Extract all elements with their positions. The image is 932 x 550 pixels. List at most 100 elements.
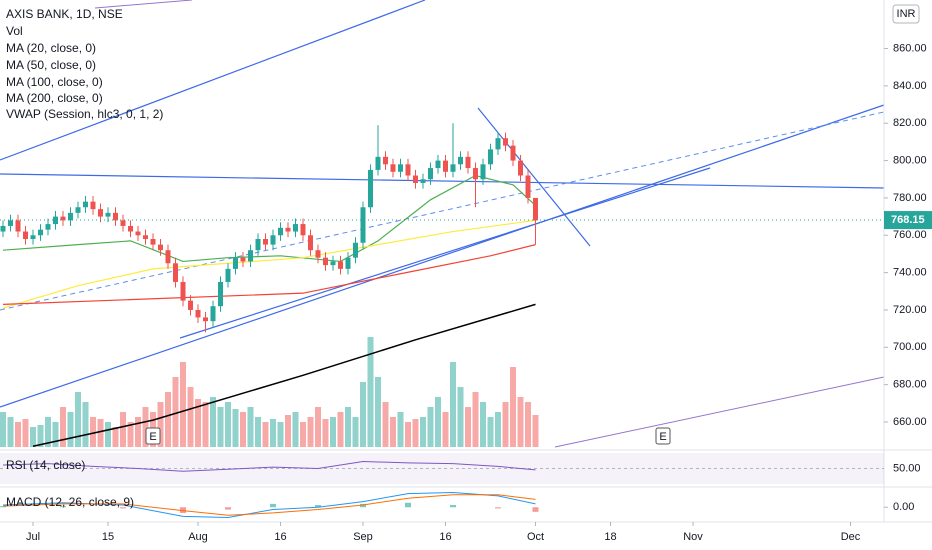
macd-histogram xyxy=(495,507,501,509)
volume-bar xyxy=(480,402,486,447)
y-tick-label: 680.00 xyxy=(893,379,927,391)
volume-bar xyxy=(195,399,201,447)
volume-bar xyxy=(217,407,224,447)
volume-bar xyxy=(187,387,194,447)
volume-bar xyxy=(90,417,96,447)
earnings-marker xyxy=(655,427,671,445)
legend: AXIS BANK, 1D, NSE Vol MA (20, close, 0)… xyxy=(6,4,920,509)
volume-bar xyxy=(495,412,501,447)
volume-bar xyxy=(97,419,104,447)
volume-bar xyxy=(397,412,404,447)
candle-body xyxy=(330,261,336,266)
trend-line xyxy=(0,0,426,161)
candle-body xyxy=(45,224,51,230)
volume-bar xyxy=(135,417,141,447)
volume-bar xyxy=(165,392,171,447)
macd-histogram xyxy=(360,503,366,508)
x-tick-label: 16 xyxy=(439,531,451,543)
candle-body xyxy=(525,175,531,198)
candle-body xyxy=(398,164,403,172)
volume-bar xyxy=(22,419,29,447)
volume-bar xyxy=(345,407,351,447)
rsi-line xyxy=(2,460,536,472)
candle-body xyxy=(210,306,216,322)
candle-body xyxy=(510,145,516,161)
candle-body xyxy=(53,216,58,225)
y-tick-label: 720.00 xyxy=(893,304,927,316)
x-tick-label: Sep xyxy=(353,531,373,543)
volume-bar xyxy=(105,422,111,447)
candle-body xyxy=(218,281,223,307)
volume-bar xyxy=(225,402,231,447)
candle-body xyxy=(188,300,193,310)
volume-bar xyxy=(262,422,269,447)
candle-body xyxy=(368,169,373,208)
y-tick-label: 50.00 xyxy=(893,462,921,474)
volume-bar xyxy=(0,412,6,447)
candle-body xyxy=(263,239,268,245)
candle-body xyxy=(240,257,246,262)
y-tick-label: 820.00 xyxy=(893,117,927,129)
earnings-marker xyxy=(145,427,161,445)
y-tick-label: 840.00 xyxy=(893,80,927,92)
candle-body xyxy=(533,197,538,221)
volume-bar xyxy=(337,412,344,447)
volume-bar xyxy=(420,417,426,447)
volume-bar xyxy=(30,427,36,447)
y-tick-label: 780.00 xyxy=(893,192,927,204)
candle-body xyxy=(323,257,328,266)
y-tick-label: 660.00 xyxy=(893,416,927,428)
volume-bar xyxy=(247,407,254,447)
candle-body xyxy=(495,138,501,150)
x-tick-label: 16 xyxy=(274,531,286,543)
candle-body xyxy=(173,263,178,282)
currency-badge[interactable] xyxy=(892,4,920,24)
legend-entry: RSI (14, close) xyxy=(6,458,85,472)
volume-bar xyxy=(7,417,14,447)
candle-body xyxy=(308,235,313,251)
candle-body xyxy=(203,317,208,322)
volume-bar xyxy=(315,407,321,447)
candle-body xyxy=(30,235,36,240)
volume-bar xyxy=(232,409,239,447)
candle-body xyxy=(300,224,306,236)
macd-histogram xyxy=(405,502,411,508)
candle-body xyxy=(360,207,366,243)
legend-entry: Vol xyxy=(6,24,23,38)
candle-body xyxy=(38,229,43,236)
trend-line xyxy=(179,167,711,339)
macd-histogram xyxy=(60,506,66,508)
x-tick-label: Dec xyxy=(841,531,861,543)
ma-line xyxy=(32,303,536,447)
last-price-box xyxy=(884,211,932,230)
volume-bar xyxy=(487,417,494,447)
volume-bar xyxy=(405,422,411,447)
candle-body xyxy=(458,156,463,165)
legend-entry: MACD (12, 26, close, 9) xyxy=(6,495,134,509)
candle-body xyxy=(105,212,111,217)
y-tick-label: 860.00 xyxy=(893,42,927,54)
x-tick-label: Oct xyxy=(527,531,544,543)
macd-histogram xyxy=(0,506,6,508)
candle-body xyxy=(120,220,126,226)
volume-bar xyxy=(255,417,261,447)
y-tick-label: 740.00 xyxy=(893,267,927,279)
title: AXIS BANK, 1D, NSE xyxy=(6,7,123,21)
candle-body xyxy=(383,156,388,165)
candle-body xyxy=(68,212,73,221)
candle-body xyxy=(83,201,88,208)
volume-bar xyxy=(45,417,51,447)
candle-body xyxy=(165,250,171,264)
volume-bar xyxy=(465,407,471,447)
candle-body xyxy=(15,220,21,232)
candle-body xyxy=(375,156,381,170)
volume-bar xyxy=(427,407,434,447)
candle-body xyxy=(518,160,523,176)
volume-bar xyxy=(172,377,179,447)
candle-body xyxy=(75,207,81,213)
legend-entry: MA (50, close, 0) xyxy=(6,58,96,72)
volume-bar xyxy=(360,382,366,447)
macd-histogram xyxy=(315,505,321,508)
candle-body xyxy=(405,164,411,176)
y-tick-label: 760.00 xyxy=(893,229,927,241)
